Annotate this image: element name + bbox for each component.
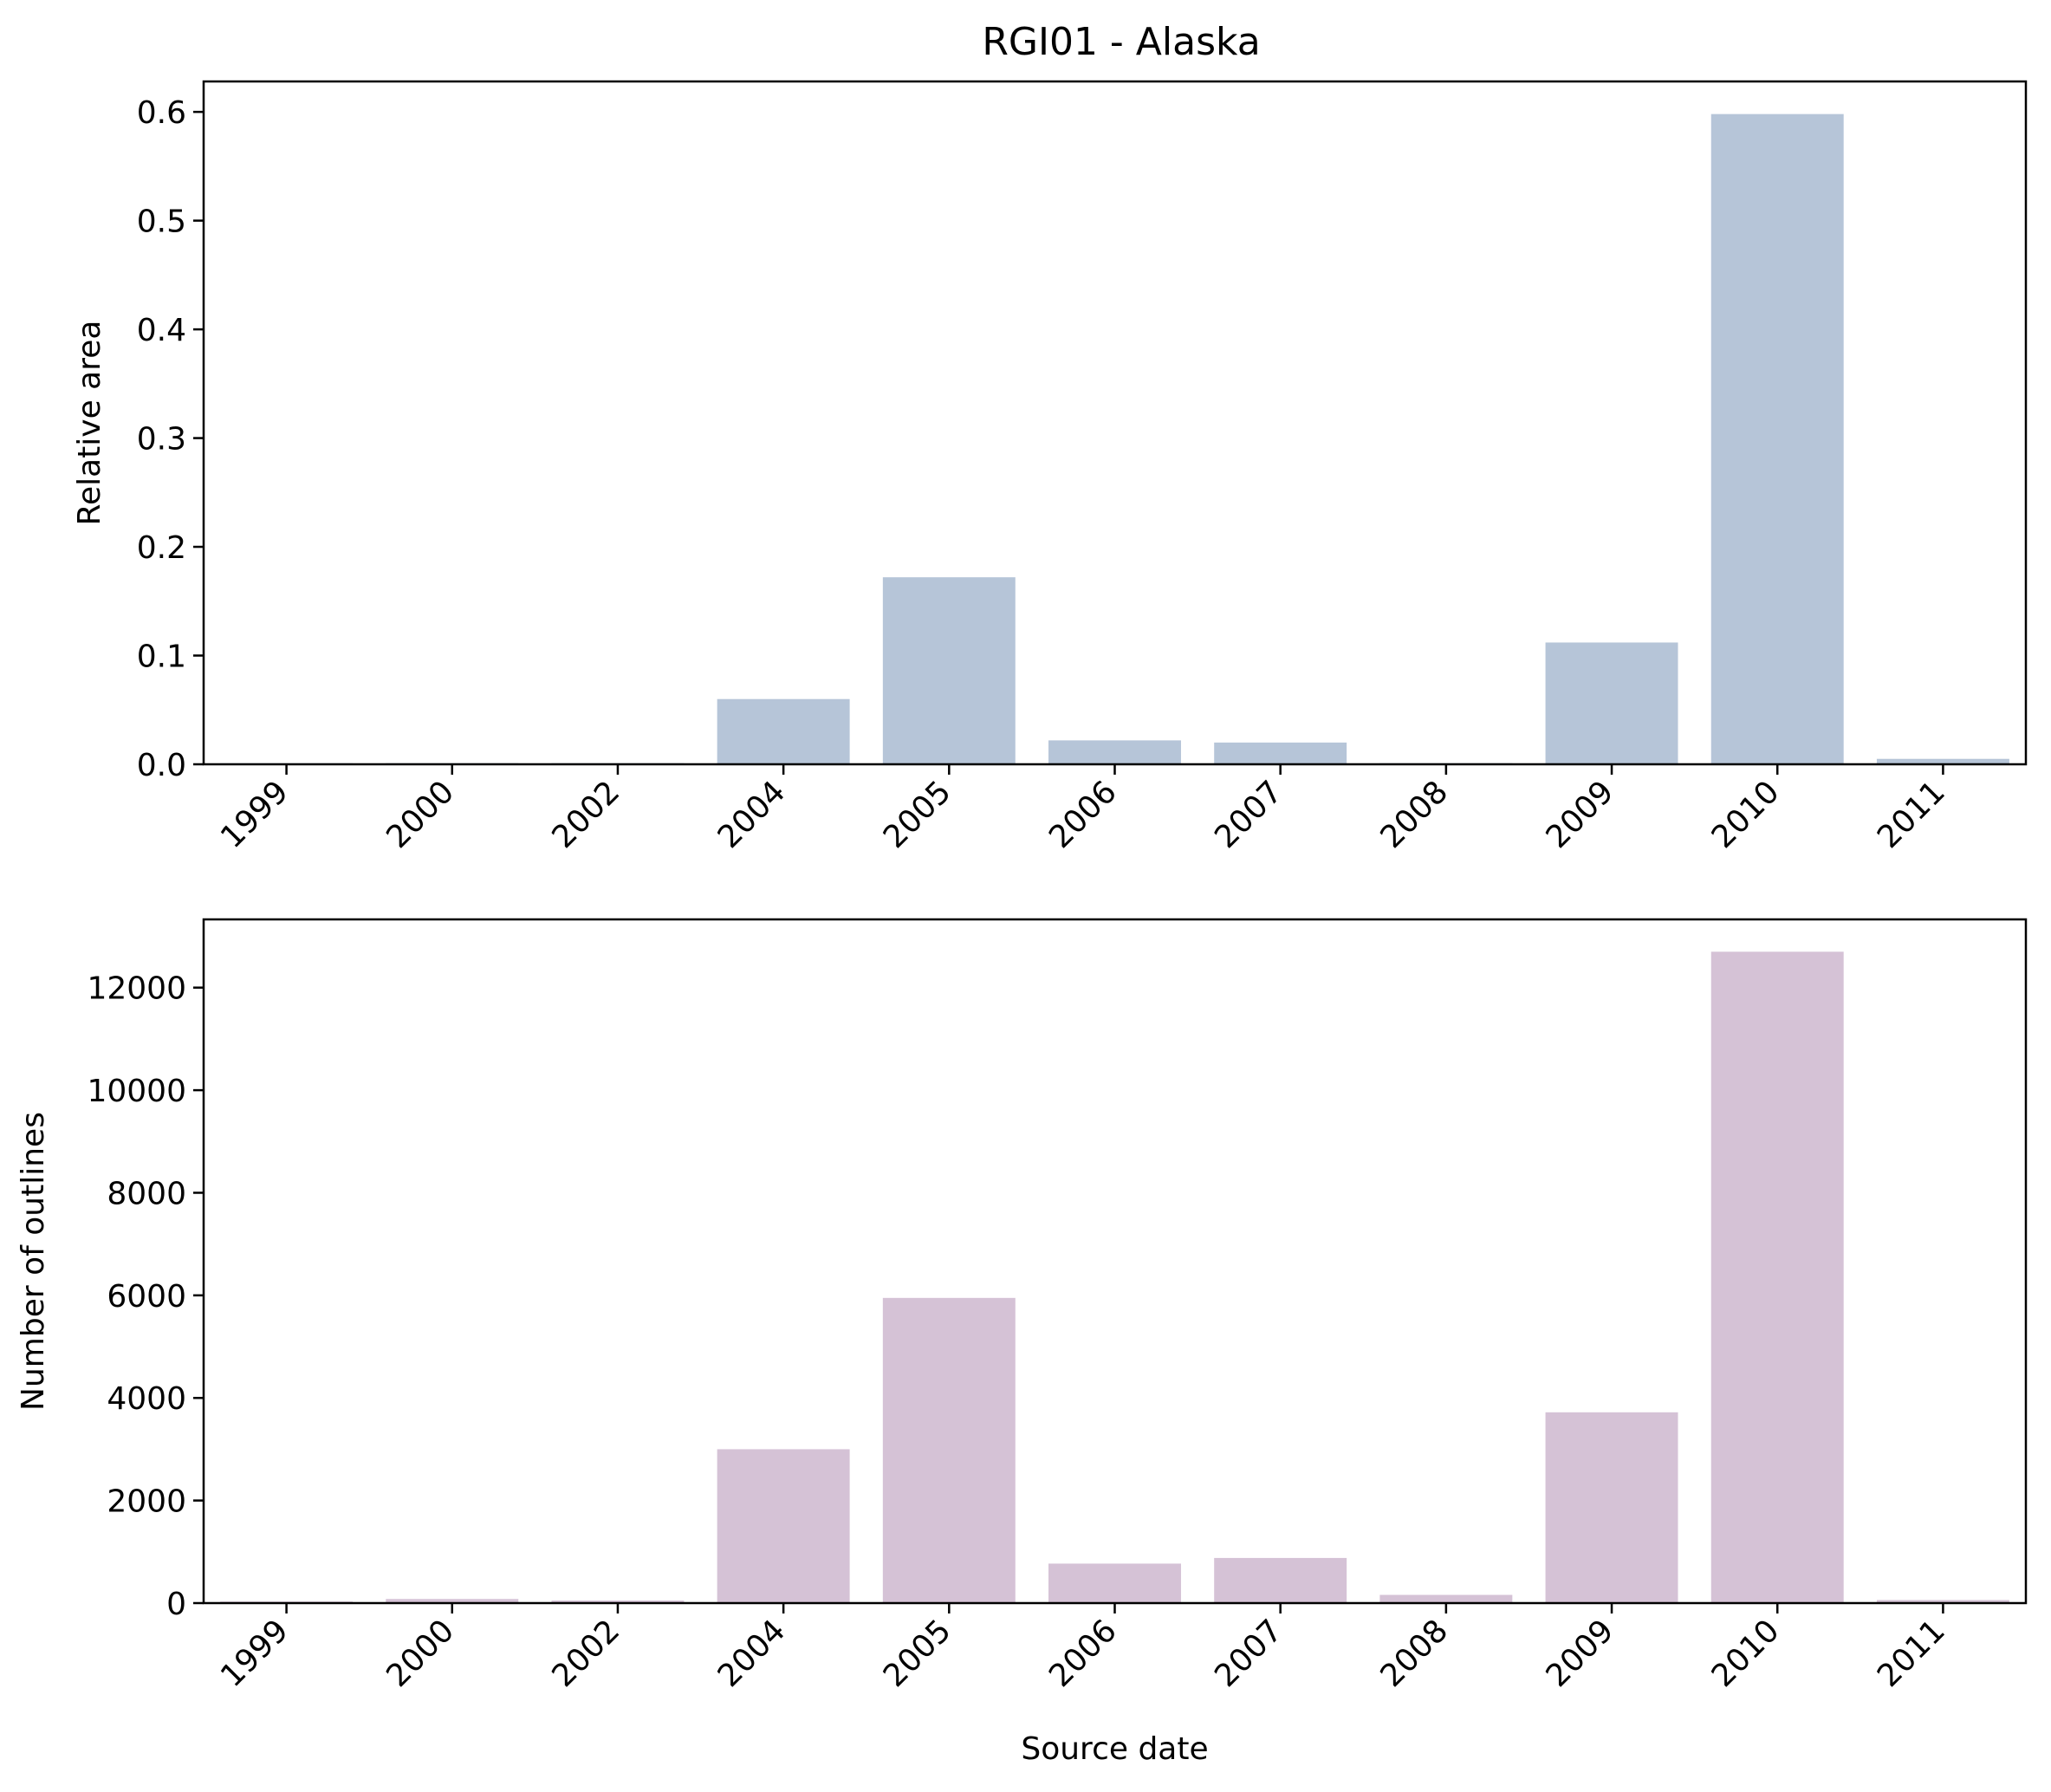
outline-count-bar-2005: [882, 1297, 1016, 1603]
outline-count-xtick-label: 2008: [1373, 1613, 1455, 1694]
relative-area-xtick-label: 2002: [546, 774, 627, 855]
outline-count-xtick-label: 2002: [546, 1613, 627, 1694]
relative-area-xtick-label: 2008: [1373, 774, 1455, 855]
outline-count-xtick-label: 2009: [1540, 1613, 1621, 1694]
outline-count-panel: 0 2000 4000 6000 8000 10000 12000 1999 2000 2002 2…: [16, 918, 2028, 1767]
relative-area-xtick-label: 2005: [877, 774, 958, 855]
outline-count-ylabel: Number of outlines: [16, 1112, 51, 1411]
relative-area-bar-2006: [1048, 740, 1181, 764]
outline-count-bar-2009: [1545, 1412, 1678, 1603]
outline-count-ytick-label: 10000: [87, 1074, 186, 1109]
relative-area-bar-2010: [1710, 114, 1844, 764]
outline-count-ytick-label: 8000: [107, 1176, 186, 1211]
relative-area-xtick-label: 2004: [711, 774, 793, 855]
outline-count-ytick-label: 2000: [107, 1484, 186, 1520]
relative-area-xtick-label: 2000: [380, 774, 461, 855]
chart-title: RGI01 - Alaska: [982, 20, 1260, 64]
outline-count-bar-2007: [1214, 1557, 1347, 1603]
outline-count-bar-2004: [717, 1449, 850, 1603]
relative-area-bar-2005: [882, 577, 1016, 764]
relative-area-bar-2004: [717, 698, 850, 764]
outline-count-xtick-label: 1999: [214, 1613, 295, 1694]
relative-area-ytick-label: 0.2: [137, 530, 186, 566]
outline-count-xtick-label: 2004: [711, 1613, 793, 1694]
relative-area-xtick-label: 2007: [1208, 774, 1289, 855]
relative-area-bar-2007: [1214, 742, 1347, 764]
outline-count-ytick-label: 6000: [107, 1279, 186, 1315]
relative-area-ytick-label: 0.3: [137, 422, 186, 458]
outline-count-xtick-label: 2011: [1871, 1613, 1952, 1694]
outline-count-ytick-label: 12000: [87, 971, 186, 1007]
relative-area-ytick-label: 0.5: [137, 205, 186, 240]
outline-count-bar-2008: [1379, 1594, 1513, 1603]
outline-count-xtick-label: 2007: [1208, 1613, 1289, 1694]
relative-area-xtick-label: 2009: [1540, 774, 1621, 855]
relative-area-ytick-label: 0.1: [137, 640, 186, 675]
relative-area-xtick-label: 2011: [1871, 774, 1952, 855]
relative-area-ylabel: Relative area: [72, 321, 107, 526]
relative-area-xtick-label: 1999: [214, 774, 295, 855]
relative-area-xtick-label: 2010: [1705, 774, 1787, 855]
outline-count-bar-2011: [1876, 1600, 2009, 1603]
outline-count-bar-2002: [551, 1600, 685, 1603]
relative-area-ytick-label: 0.0: [137, 748, 186, 783]
outline-count-ytick-label: 0: [166, 1587, 186, 1622]
relative-area-ytick-label: 0.6: [137, 95, 186, 131]
relative-area-xtick-label: 2006: [1042, 774, 1124, 855]
outline-count-ytick-label: 4000: [107, 1381, 186, 1417]
relative-area-ytick-label: 0.4: [137, 313, 186, 348]
outline-count-xtick-label: 2006: [1042, 1613, 1124, 1694]
outline-count-xtick-label: 2005: [877, 1613, 958, 1694]
outline-count-xlabel: Source date: [1021, 1731, 1208, 1767]
relative-area-panel: 0.0 0.1 0.2 0.3 0.4 0.5 0.6 1999 2000 2002 2004 200…: [72, 80, 2028, 855]
outline-count-bar-2006: [1048, 1563, 1181, 1603]
relative-area-bar-2009: [1545, 642, 1678, 764]
outline-count-bar-2010: [1710, 951, 1844, 1603]
outline-count-xtick-label: 2010: [1705, 1613, 1787, 1694]
outline-count-xtick-label: 2000: [380, 1613, 461, 1694]
outline-count-bar-2000: [386, 1599, 519, 1603]
relative-area-bar-2011: [1876, 758, 2009, 764]
